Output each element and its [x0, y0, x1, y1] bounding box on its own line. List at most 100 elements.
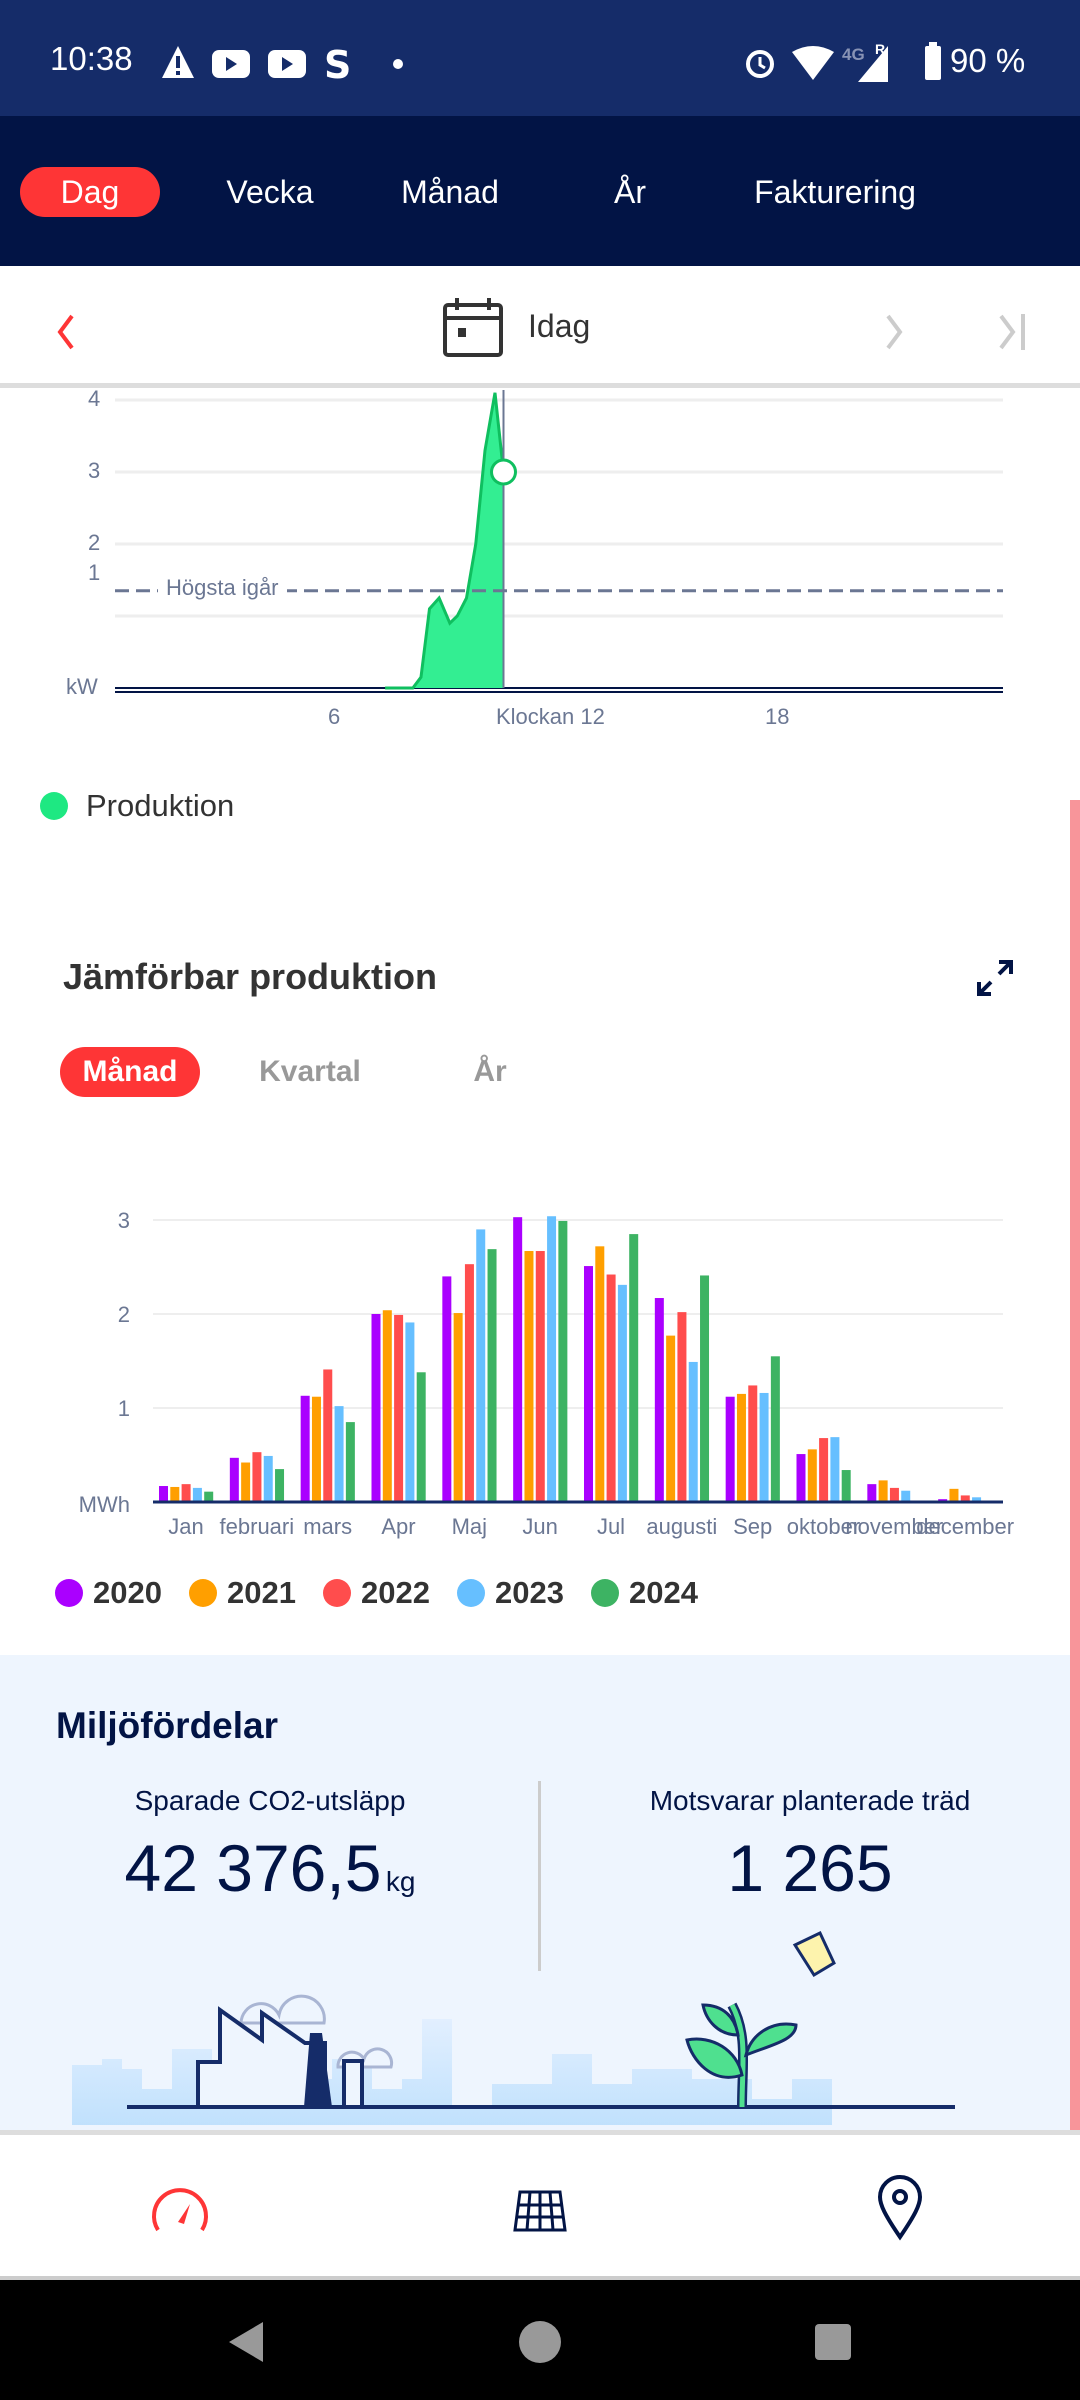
location-icon[interactable] — [875, 2175, 925, 2241]
bar-2021-Jan — [170, 1486, 180, 1502]
date-navigator: Idag — [0, 266, 1080, 388]
bar-2024-februari — [275, 1469, 285, 1502]
x-tick: augusti — [646, 1514, 717, 1539]
tab-dag[interactable]: Dag — [20, 167, 160, 217]
status-bar: 10:38 S 4G R 90 % — [0, 0, 1080, 116]
system-navigation-bar — [0, 2280, 1080, 2400]
tab-fakturering[interactable]: Fakturering — [754, 174, 916, 210]
bar-2020-november — [867, 1484, 877, 1502]
bar-2023-Jan — [192, 1487, 202, 1502]
bar-2022-februari — [252, 1452, 262, 1502]
y-tick: 1 — [88, 560, 101, 585]
environment-title: Miljöfördelar — [56, 1705, 279, 1746]
legend-item-2020[interactable]: 2020 — [55, 1575, 162, 1611]
bar-2020-Maj — [442, 1276, 452, 1502]
x-tick: mars — [303, 1514, 352, 1539]
recents-button[interactable] — [815, 2324, 851, 2360]
period-ar[interactable]: År — [473, 1055, 507, 1088]
roaming-indicator: R — [875, 41, 885, 57]
bar-2021-oktober — [807, 1449, 817, 1502]
comparison-bar-chart: 1 2 3 MWh Jan februari mars Apr Maj Jun Jul augusti… — [79, 1208, 1014, 1539]
legend-label: Produktion — [86, 788, 235, 823]
battery-icon — [925, 42, 941, 80]
system-status-icons: 4G R — [746, 41, 888, 82]
legend-dot — [323, 1579, 351, 1607]
legend-label: 2021 — [227, 1575, 296, 1610]
calendar-icon[interactable] — [442, 296, 504, 358]
bottom-navigation — [0, 2130, 1080, 2280]
expand-icon[interactable] — [975, 958, 1015, 998]
legend-dot — [55, 1579, 83, 1607]
bar-2021-november — [878, 1480, 888, 1502]
bar-2021-Sep — [736, 1393, 746, 1502]
y-tick: 4 — [88, 386, 101, 411]
legend-item-2021[interactable]: 2021 — [189, 1575, 296, 1611]
svg-text:S: S — [324, 44, 351, 84]
x-tick: Jul — [597, 1514, 625, 1539]
x-tick: Jun — [522, 1514, 557, 1539]
home-button[interactable] — [519, 2321, 561, 2363]
tab-vecka[interactable]: Vecka — [226, 174, 314, 210]
legend-dot — [591, 1579, 619, 1607]
notification-icons: S — [162, 44, 403, 84]
co2-value: 42 376,5 — [124, 1831, 382, 1905]
bar-2020-Jul — [584, 1266, 593, 1502]
bar-2024-Jan — [204, 1491, 214, 1502]
legend-label: 2023 — [495, 1575, 564, 1610]
legend-item-2023[interactable]: 2023 — [457, 1575, 564, 1611]
cursor-point — [490, 458, 517, 486]
legend-dot — [457, 1579, 485, 1607]
bar-2024-Apr — [416, 1372, 426, 1502]
bar-2023-Jun — [547, 1216, 557, 1502]
daily-production-chart — [115, 390, 1003, 693]
x-tick: 18 — [765, 704, 790, 729]
jump-to-today-button[interactable] — [995, 312, 1031, 352]
legend-item-2022[interactable]: 2022 — [323, 1575, 430, 1611]
bar-2022-Jun — [535, 1251, 545, 1502]
section-title: Jämförbar produktion — [63, 956, 438, 997]
bar-2024-Maj — [487, 1249, 497, 1502]
period-kvartal[interactable]: Kvartal — [259, 1055, 361, 1088]
legend-produktion[interactable]: Produktion — [40, 788, 234, 824]
legend-dot — [40, 792, 68, 820]
solar-panel-icon[interactable] — [510, 2180, 570, 2240]
bar-2020-Jun — [513, 1217, 523, 1502]
x-tick: Maj — [452, 1514, 487, 1539]
bar-2021-mars — [311, 1396, 321, 1502]
trees-value: 1 265 — [727, 1831, 893, 1905]
back-button[interactable] — [225, 2320, 265, 2364]
x-tick: december — [916, 1514, 1014, 1539]
bar-2023-Apr — [405, 1322, 415, 1502]
bar-2023-augusti — [688, 1361, 698, 1502]
bar-2020-mars — [300, 1395, 310, 1502]
bar-2021-Jul — [595, 1246, 605, 1502]
y-tick: 3 — [118, 1208, 130, 1233]
y-tick: 1 — [118, 1396, 130, 1421]
bar-2020-augusti — [654, 1298, 664, 1502]
tab-manad[interactable]: Månad — [401, 174, 499, 210]
period-manad[interactable]: Månad — [60, 1047, 200, 1097]
x-tick: Apr — [381, 1514, 415, 1539]
production-line — [385, 392, 505, 690]
tab-ar[interactable]: År — [614, 174, 646, 210]
bar-2021-Maj — [453, 1313, 463, 1502]
legend-label: 2020 — [93, 1575, 162, 1610]
bar-2022-Jan — [181, 1484, 191, 1502]
legend-label: 2022 — [361, 1575, 430, 1610]
legend-item-2024[interactable]: 2024 — [591, 1575, 698, 1611]
period-tabs: Dag Vecka Månad År Fakturering — [0, 116, 1080, 266]
previous-day-button[interactable] — [52, 312, 82, 352]
status-time: 10:38 — [50, 40, 133, 77]
bar-2023-februari — [263, 1455, 273, 1502]
speedometer-icon[interactable] — [150, 2180, 210, 2240]
bar-2022-december — [960, 1495, 970, 1502]
scrollbar[interactable] — [1070, 800, 1080, 2130]
bar-2024-mars — [345, 1422, 355, 1502]
bar-2024-Jul — [629, 1234, 639, 1502]
next-day-button[interactable] — [880, 312, 910, 352]
bar-2023-december — [972, 1497, 982, 1502]
date-label: Idag — [528, 308, 591, 344]
bar-2022-augusti — [677, 1312, 687, 1502]
bar-2022-Jul — [606, 1274, 616, 1502]
co2-value-wrap: 42 376,5 kg — [0, 1830, 540, 1906]
